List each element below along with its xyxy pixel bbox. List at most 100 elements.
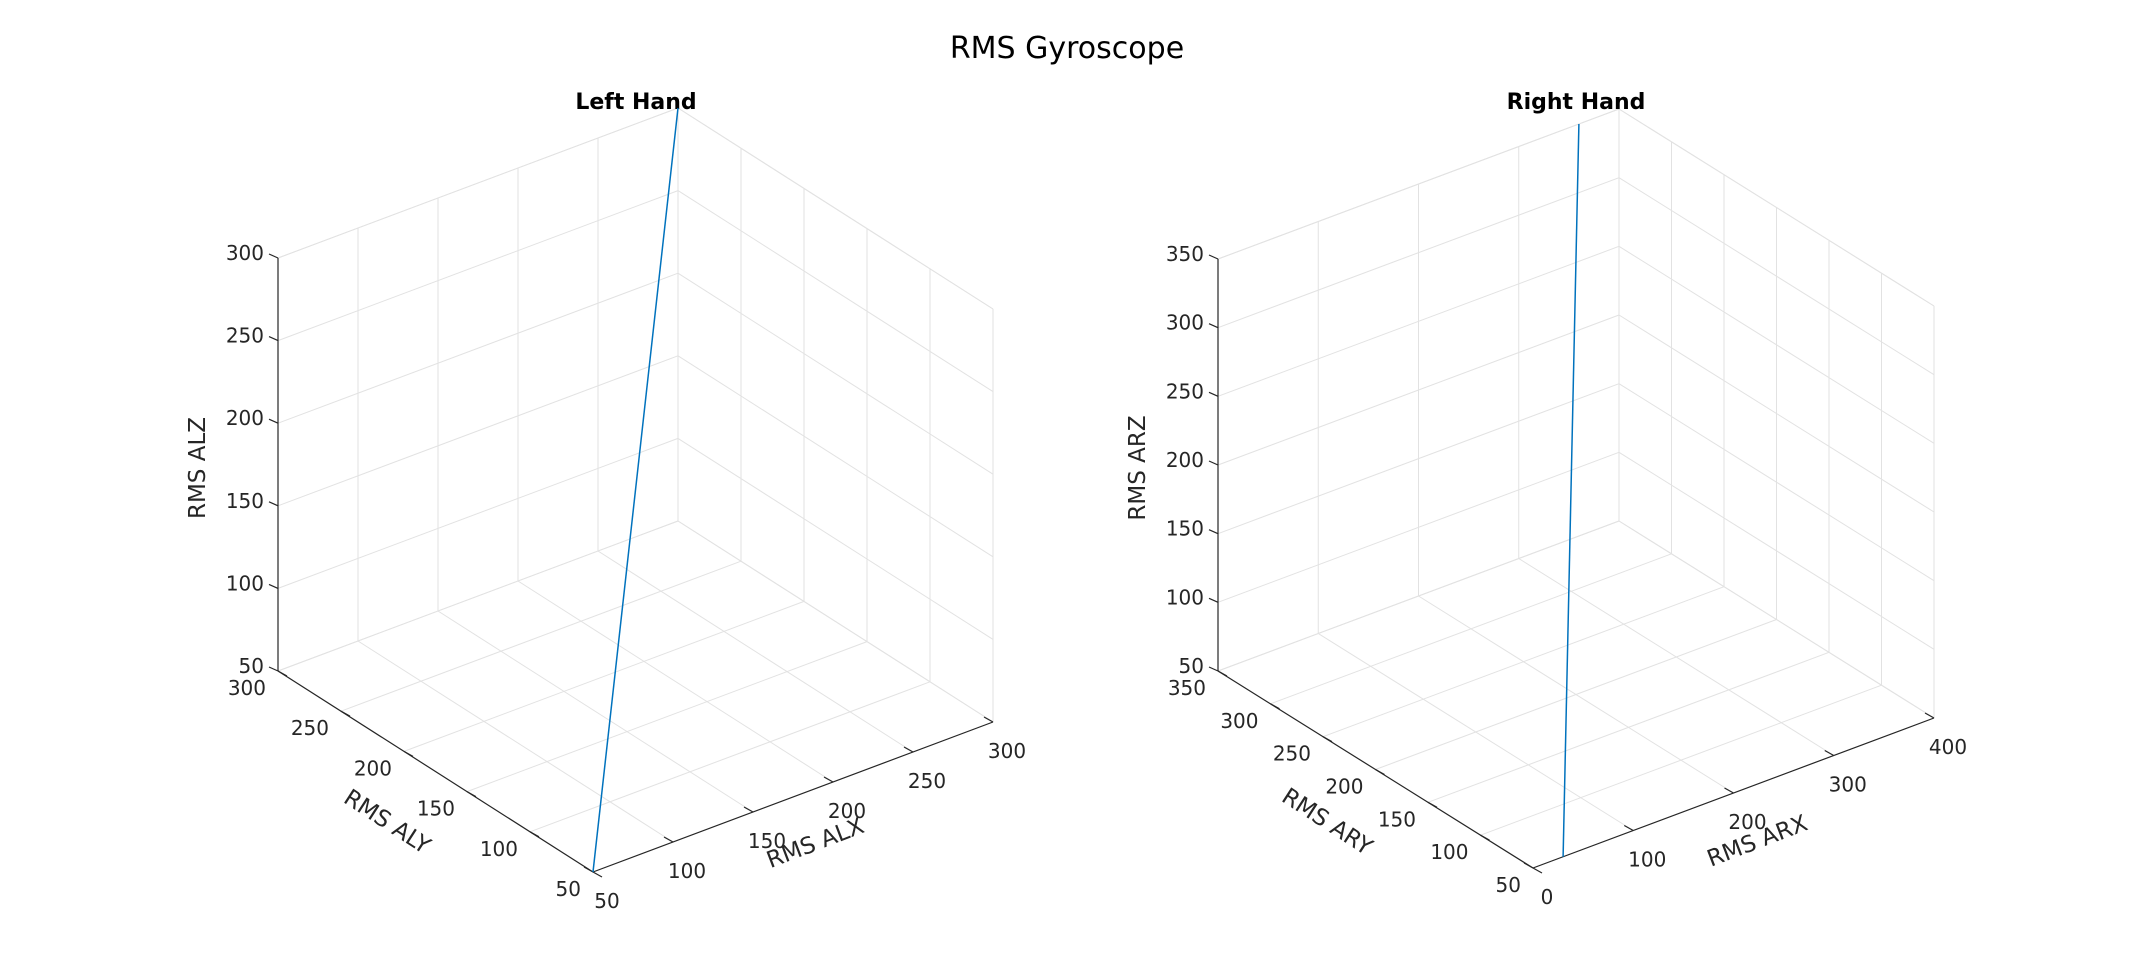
- y-tick-label: 250: [291, 716, 329, 740]
- z-tick-mark: [1208, 529, 1219, 535]
- y-tick-label: 350: [1168, 676, 1206, 700]
- z-tick-label: 100: [1166, 585, 1204, 609]
- x-tick-label: 400: [1929, 735, 1967, 759]
- y-tick-mark: [466, 791, 477, 798]
- x-tick-label: 200: [828, 799, 866, 823]
- floor-gridline-x: [437, 610, 754, 813]
- side-wall-gridline-z: [677, 355, 994, 558]
- back-edge: [677, 107, 994, 310]
- side-wall-gridline-z: [677, 437, 994, 640]
- y-tick-label: 150: [417, 797, 455, 821]
- x-axis-line: [592, 721, 994, 873]
- side-wall-gridline-z: [1618, 383, 1935, 582]
- y-tick-mark: [1480, 834, 1490, 841]
- floor-gridline-y: [1270, 553, 1672, 705]
- z-tick-label: 100: [226, 571, 264, 595]
- z-tick-label: 50: [1179, 654, 1204, 678]
- y-tick-mark: [1427, 801, 1438, 808]
- side-wall-gridline-z: [1618, 451, 1935, 650]
- y-tick-mark: [340, 710, 351, 717]
- z-axis-label: RMS ARZ: [1125, 415, 1151, 520]
- back-wall-gridline-z: [1217, 383, 1620, 535]
- floor-gridline-y: [340, 560, 742, 712]
- x-tick-mark: [983, 716, 994, 723]
- z-tick-mark: [1208, 254, 1219, 260]
- side-wall-gridline-z: [677, 520, 994, 723]
- y-tick-label: 150: [1378, 807, 1416, 831]
- x-tick-mark: [663, 836, 674, 843]
- z-tick-mark: [268, 583, 279, 589]
- x-tick-label: 50: [594, 889, 619, 913]
- z-tick-label: 300: [1166, 311, 1204, 335]
- x-tick-mark: [1724, 787, 1734, 794]
- x-tick-mark: [1924, 712, 1935, 719]
- z-tick-mark: [268, 501, 279, 507]
- y-tick-mark: [592, 871, 603, 878]
- side-wall-gridline-z: [1618, 177, 1935, 376]
- x-tick-label: 200: [1728, 810, 1766, 834]
- y-tick-label: 50: [1496, 873, 1521, 897]
- back-edge: [1618, 108, 1935, 307]
- y-tick-label: 50: [556, 877, 581, 901]
- back-wall-gridline-z: [277, 520, 679, 672]
- y-tick-mark: [1532, 867, 1543, 874]
- z-tick-label: 150: [1166, 517, 1204, 541]
- y-tick-label: 100: [480, 837, 518, 861]
- y-tick-label: 200: [1325, 775, 1363, 799]
- y-tick-mark: [1322, 736, 1333, 743]
- y-tick-label: 300: [228, 676, 266, 700]
- floor-gridline-y: [403, 600, 805, 752]
- z-tick-label: 250: [1166, 379, 1204, 403]
- side-wall-gridline-z: [1618, 314, 1935, 513]
- left-hand-series-line: [592, 107, 679, 873]
- floor-gridline-x: [517, 580, 834, 783]
- x-tick-label: 100: [668, 859, 706, 883]
- back-wall-gridline-z: [277, 190, 679, 342]
- back-wall-gridline-z: [1217, 451, 1620, 603]
- y-tick-label: 250: [1273, 742, 1311, 766]
- back-edge: [277, 107, 679, 259]
- floor-gridline-y: [1427, 651, 1830, 803]
- x-tick-label: 300: [1829, 773, 1867, 797]
- z-tick-label: 300: [226, 241, 264, 265]
- left-hand-title: Left Hand: [575, 90, 696, 115]
- z-tick-mark: [268, 253, 279, 259]
- z-tick-mark: [1208, 666, 1219, 672]
- z-tick-label: 350: [1166, 242, 1204, 266]
- right-hand-series-line: [1562, 123, 1580, 857]
- back-wall-gridline-z: [277, 437, 679, 589]
- back-wall-gridline-z: [1217, 314, 1620, 466]
- back-wall-gridline-z: [1217, 520, 1620, 672]
- x-tick-label: 300: [988, 739, 1026, 763]
- x-tick-mark: [1523, 862, 1534, 869]
- side-wall-gridline-z: [1618, 245, 1935, 444]
- back-wall-gridline-z: [277, 272, 679, 424]
- x-tick-mark: [903, 746, 914, 753]
- y-tick-mark: [277, 670, 288, 677]
- floor-gridline-x: [357, 640, 674, 843]
- side-wall-gridline-z: [1618, 520, 1935, 719]
- x-tick-mark: [583, 866, 594, 873]
- x-tick-mark: [1824, 749, 1835, 757]
- z-tick-mark: [268, 418, 279, 424]
- floor-gridline-y: [1322, 586, 1725, 738]
- side-wall-gridline-z: [677, 190, 994, 393]
- z-tick-mark: [268, 666, 279, 672]
- z-axis-label: RMS ALZ: [185, 417, 211, 519]
- z-tick-label: 50: [239, 654, 264, 678]
- x-tick-label: 0: [1541, 885, 1554, 909]
- x-tick-label: 150: [748, 829, 786, 853]
- y-tick-mark: [403, 750, 414, 757]
- right-hand-title: Right Hand: [1507, 90, 1646, 115]
- x-tick-mark: [1623, 824, 1634, 832]
- y-tick-mark: [1375, 768, 1385, 776]
- y-tick-mark: [1270, 703, 1280, 710]
- z-tick-mark: [1208, 391, 1219, 397]
- y-tick-mark: [529, 831, 540, 838]
- x-tick-mark: [743, 806, 754, 813]
- y-axis-line: [277, 670, 594, 873]
- figure-title: RMS Gyroscope: [950, 31, 1184, 66]
- x-tick-label: 100: [1628, 848, 1666, 872]
- right-hand-axes: 0100200300400501001502002503003505010015…: [1125, 90, 1967, 909]
